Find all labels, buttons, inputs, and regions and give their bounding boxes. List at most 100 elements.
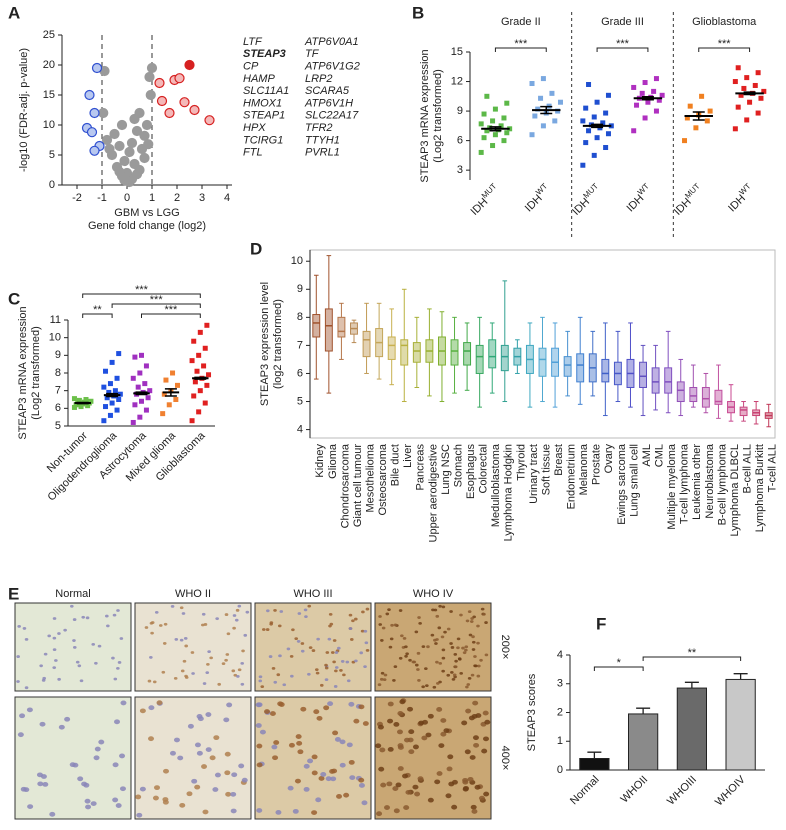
x-tick-label: IDHMUT [669, 181, 706, 218]
error-bar [743, 91, 756, 96]
cell [438, 604, 442, 608]
cell [459, 613, 463, 617]
cell [224, 613, 229, 616]
cell [57, 632, 61, 635]
cell [209, 755, 216, 761]
cell [396, 729, 403, 735]
cell [115, 803, 122, 808]
cell [201, 612, 206, 616]
panel-label: C [8, 289, 20, 308]
cell [456, 637, 461, 641]
cell [472, 700, 479, 706]
cell [296, 740, 303, 746]
gene-point [119, 175, 130, 186]
data-point [116, 397, 122, 402]
cell [387, 718, 394, 724]
cell [119, 786, 126, 792]
gene-point [101, 134, 113, 146]
cell [149, 655, 153, 659]
cell [375, 743, 382, 749]
cell [438, 743, 445, 748]
cell [484, 719, 491, 725]
box [337, 316, 346, 338]
cell [471, 635, 475, 639]
data-point [605, 131, 611, 137]
cell [467, 776, 474, 782]
data-point [71, 396, 77, 402]
cell [359, 651, 364, 655]
cell [474, 784, 481, 790]
cell [316, 715, 323, 721]
cell [380, 782, 387, 788]
gene-point [89, 145, 100, 156]
y-axis-label: (log2 transformed) [272, 299, 284, 389]
y-tick-label: 15 [43, 89, 55, 101]
gene-label: TFR2 [305, 122, 333, 134]
cell [351, 619, 355, 623]
gene-label: ATP6V1H [304, 97, 353, 109]
x-tick-label: 3 [199, 192, 205, 204]
gene-label: STEAP1 [243, 110, 285, 122]
error-bar [636, 707, 651, 714]
data-point [732, 79, 738, 85]
cell [40, 774, 47, 779]
cell [387, 608, 391, 612]
cell [451, 779, 458, 785]
cell [348, 759, 355, 765]
cell [84, 798, 91, 804]
data-point [532, 113, 538, 119]
data-point [591, 114, 597, 120]
data-point [744, 117, 750, 123]
cell [461, 646, 465, 650]
cell [481, 748, 488, 754]
cell [424, 667, 428, 671]
cell [408, 729, 415, 735]
cell [332, 730, 339, 736]
data-point [484, 128, 490, 134]
cell [120, 700, 127, 706]
micrograph [134, 602, 252, 692]
data-point [684, 115, 690, 121]
cell [112, 762, 119, 768]
gene-point [86, 127, 98, 138]
cell [207, 650, 211, 654]
data-point [498, 123, 504, 129]
gene-point [174, 73, 185, 84]
cell [272, 755, 279, 761]
box [463, 342, 472, 366]
cell [276, 673, 281, 677]
cell [411, 660, 416, 664]
cell [392, 786, 399, 791]
error-bar [106, 392, 119, 398]
data-point [202, 345, 208, 351]
cell [275, 809, 282, 815]
box [576, 353, 585, 383]
data-point [504, 100, 510, 106]
cell [116, 609, 120, 612]
cell [278, 702, 285, 707]
data-point [755, 70, 761, 76]
cell [24, 686, 29, 690]
cell [415, 663, 419, 667]
cell [119, 637, 124, 640]
data-point [538, 95, 544, 101]
gene-point [146, 62, 158, 74]
data-point [540, 76, 546, 82]
data-point [107, 381, 113, 387]
gene-point [119, 155, 130, 167]
data-point [639, 90, 645, 96]
data-point [707, 108, 713, 114]
category-sup: MUT [581, 181, 600, 200]
cell [358, 777, 365, 783]
x-tick-label: Lymphoma DLBCL [729, 444, 741, 537]
cell [339, 668, 343, 672]
cell [303, 763, 310, 769]
cell [327, 637, 332, 641]
cell [261, 628, 266, 631]
category-sup: MUT [480, 181, 499, 200]
cell [382, 678, 387, 681]
x-tick-label: WHOIV [713, 773, 748, 808]
gene-point [204, 115, 215, 126]
cell [328, 612, 333, 616]
cell [467, 676, 472, 680]
